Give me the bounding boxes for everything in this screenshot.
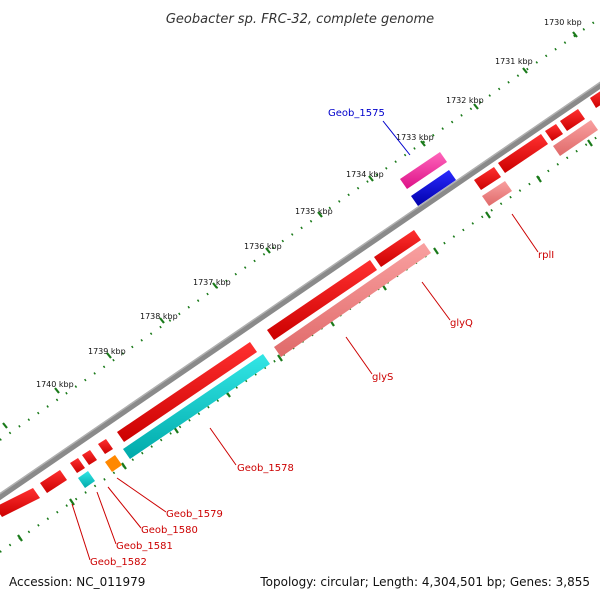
topology-text: Topology: circular; Length: 4,304,501 bp… (259, 575, 590, 589)
kbp-label: 1732 kbp (446, 96, 484, 105)
gene-label-glyq[interactable]: glyQ (450, 318, 473, 329)
gene-label-geob-1581[interactable]: Geob_1581 (116, 541, 173, 552)
kbp-label: 1734 kbp (346, 170, 384, 179)
gene-arrow[interactable] (117, 342, 257, 442)
gene-arrow[interactable] (82, 450, 97, 465)
gene-label-geob-1582[interactable]: Geob_1582 (90, 557, 147, 568)
accession-text: Accession: NC_011979 (9, 575, 145, 589)
gene-arrow[interactable] (0, 488, 40, 517)
kbp-label: 1731 kbp (495, 57, 533, 66)
map-title: Geobacter sp. FRC-32, complete genome (166, 12, 434, 27)
gene-arrow[interactable] (40, 470, 67, 493)
gene-geob-1575-mag[interactable] (400, 152, 447, 189)
gene-geob-1582[interactable] (78, 471, 95, 488)
gene-label-geob-1575[interactable]: Geob_1575 (328, 108, 385, 119)
gene-arrow[interactable] (482, 181, 512, 206)
gene-label-geob-1578[interactable]: Geob_1578 (237, 463, 294, 474)
outer-ruler (0, 17, 600, 441)
reverse-genes (274, 120, 598, 357)
gene-arrow[interactable] (70, 458, 85, 473)
gene-label-geob-1580[interactable]: Geob_1580 (141, 525, 198, 536)
gene-geob-1578[interactable] (123, 354, 270, 459)
gene-arrow[interactable] (498, 134, 548, 173)
gene-arrow[interactable] (267, 260, 377, 340)
gene-label-geob-1579[interactable]: Geob_1579 (166, 509, 223, 520)
leader-lines (71, 120, 539, 561)
gene-arrow[interactable] (98, 439, 113, 454)
gene-arrow[interactable] (590, 90, 600, 108)
kbp-label: 1733 kbp (396, 133, 434, 142)
gene-arrow[interactable] (374, 230, 421, 267)
gene-arrow[interactable] (474, 167, 501, 190)
gene-label-glys[interactable]: glyS (372, 372, 393, 383)
gene-arrow[interactable] (560, 109, 585, 131)
kbp-label: 1735 kbp (295, 207, 333, 216)
gene-arrow[interactable] (274, 243, 431, 357)
gene-geob-1580[interactable] (105, 455, 122, 472)
kbp-label: 1730 kbp (544, 18, 582, 27)
outer-major-ticks (2, 31, 578, 429)
kbp-label: 1738 kbp (140, 312, 178, 321)
forward-genes (0, 90, 600, 517)
kbp-label: 1737 kbp (193, 278, 231, 287)
genome-backbone (0, 81, 600, 501)
kbp-label: 1736 kbp (244, 242, 282, 251)
gene-labels: Geob_1575 rplI glyQ glyS Geob_1578 Geob_… (90, 108, 554, 568)
kbp-label: 1739 kbp (88, 347, 126, 356)
gene-arrow[interactable] (545, 124, 563, 141)
gene-label-rpli[interactable]: rplI (538, 250, 554, 261)
kbp-label: 1740 kbp (36, 380, 74, 389)
inner-major-ticks (17, 139, 593, 542)
kbp-labels: 1730 kbp 1731 kbp 1732 kbp 1733 kbp 1734… (36, 18, 582, 389)
gene-geob-1575[interactable] (411, 170, 456, 206)
gene-arrow[interactable] (553, 120, 598, 156)
